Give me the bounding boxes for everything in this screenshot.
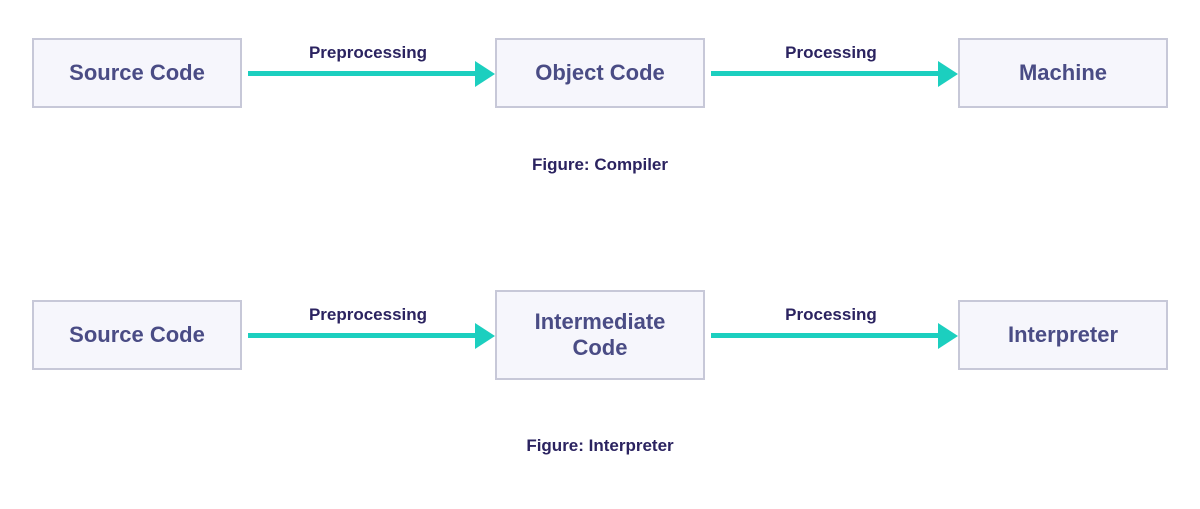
node-label: Source Code [69, 60, 205, 86]
arrow-processing [711, 333, 938, 338]
node-label: Object Code [535, 60, 665, 86]
caption-compiler: Figure: Compiler [0, 155, 1200, 175]
node-label: Machine [1019, 60, 1107, 86]
arrowhead-icon [938, 61, 958, 87]
arrow-label-preprocessing: Preprocessing [248, 43, 488, 63]
node-intermediate-code: IntermediateCode [495, 290, 705, 380]
node-label: IntermediateCode [535, 309, 666, 362]
arrow-label-processing: Processing [711, 305, 951, 325]
node-source-code: Source Code [32, 38, 242, 108]
node-source-code: Source Code [32, 300, 242, 370]
node-machine: Machine [958, 38, 1168, 108]
node-object-code: Object Code [495, 38, 705, 108]
arrow-processing [711, 71, 938, 76]
arrow-preprocessing [248, 71, 475, 76]
node-label: Interpreter [1008, 322, 1118, 348]
arrow-label-processing: Processing [711, 43, 951, 63]
arrow-label-preprocessing: Preprocessing [248, 305, 488, 325]
arrow-preprocessing [248, 333, 475, 338]
node-label: Source Code [69, 322, 205, 348]
arrowhead-icon [475, 323, 495, 349]
arrowhead-icon [475, 61, 495, 87]
arrowhead-icon [938, 323, 958, 349]
caption-interpreter: Figure: Interpreter [0, 436, 1200, 456]
node-interpreter: Interpreter [958, 300, 1168, 370]
